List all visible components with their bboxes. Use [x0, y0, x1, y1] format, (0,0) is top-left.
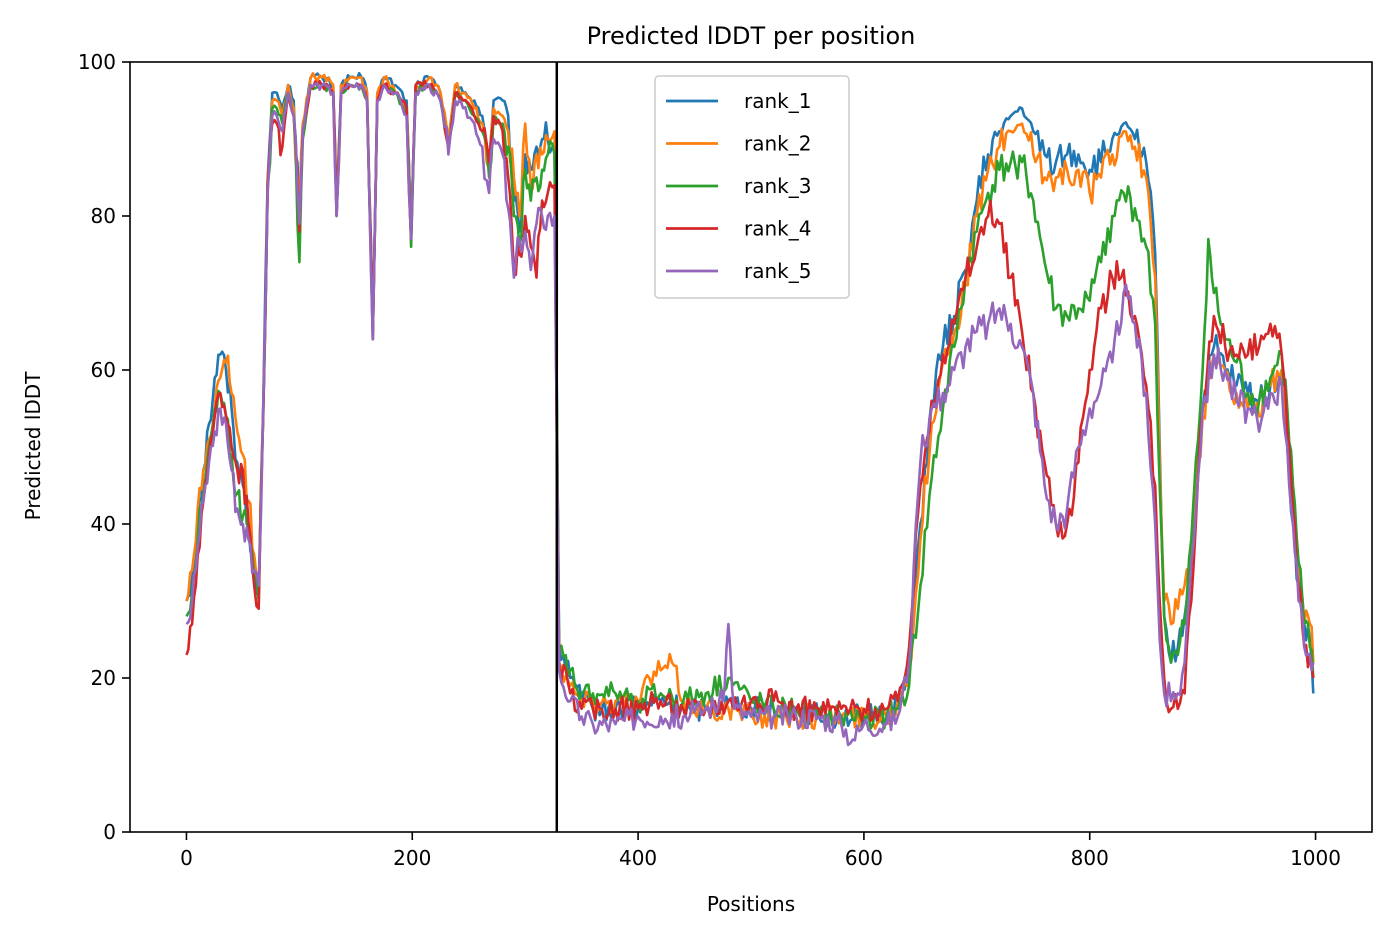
legend-label: rank_2 — [744, 132, 811, 156]
legend-label: rank_1 — [744, 89, 811, 113]
x-tick-label: 800 — [1071, 846, 1109, 870]
x-tick-label: 0 — [180, 846, 193, 870]
x-tick-label: 1000 — [1290, 846, 1341, 870]
y-tick-label: 100 — [78, 50, 116, 74]
legend-label: rank_5 — [744, 259, 811, 283]
x-tick-label: 200 — [393, 846, 431, 870]
y-tick-label: 80 — [91, 204, 116, 228]
x-tick-label: 600 — [845, 846, 883, 870]
x-axis: 0 200 400 600 800 1000 — [180, 832, 1341, 870]
y-axis-label: Predicted lDDT — [21, 371, 45, 521]
plot-frame — [129, 61, 1373, 833]
y-axis: 0 20 40 60 80 100 — [78, 50, 130, 844]
x-axis-label: Positions — [707, 892, 795, 916]
legend-label: rank_4 — [744, 217, 811, 241]
legend-box — [654, 75, 850, 299]
y-tick-label: 60 — [91, 358, 116, 382]
series-layer — [185, 71, 1315, 747]
chart-title: Predicted lDDT per position — [587, 22, 916, 50]
y-tick-label: 40 — [91, 512, 116, 536]
y-tick-label: 0 — [103, 820, 116, 844]
legend: rank_1 rank_2 rank_3 rank_4 rank_5 — [654, 75, 850, 299]
legend-label: rank_3 — [744, 174, 811, 198]
series-line-rank-5 — [185, 81, 1315, 747]
x-tick-label: 400 — [619, 846, 657, 870]
y-tick-label: 20 — [91, 666, 116, 690]
